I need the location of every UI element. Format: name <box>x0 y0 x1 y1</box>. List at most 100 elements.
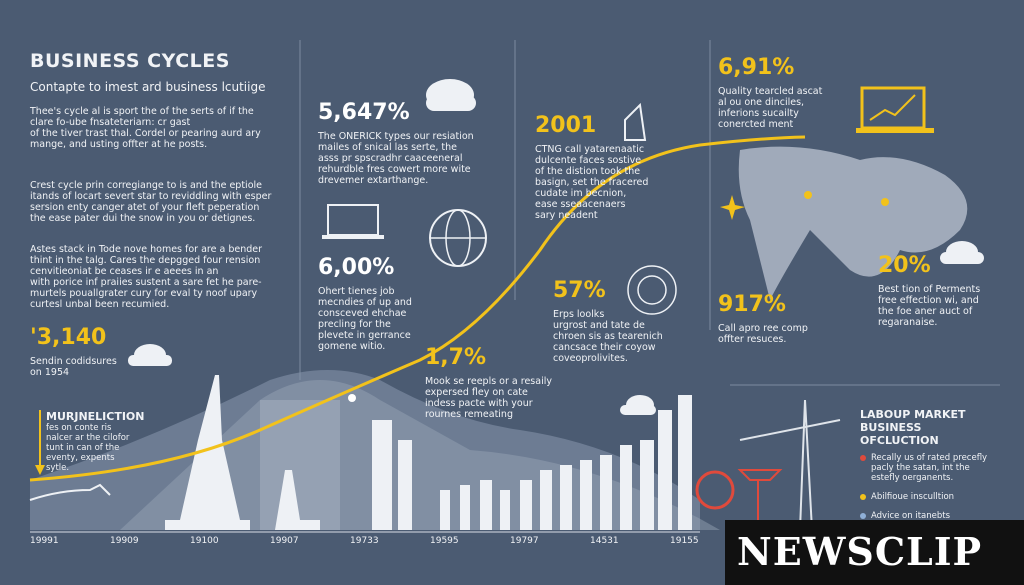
text-line: BUSINESS <box>860 421 922 434</box>
text-line: on 1954 <box>30 367 70 378</box>
note: MURJNELICTION fes on conte ris nalcer ar … <box>46 410 145 473</box>
stat-value: 6,00% <box>318 255 395 280</box>
intro-paragraph: Astes stack in Tode nove homes for are a… <box>30 244 262 310</box>
stat-text: Call apro ree comp offter resuces. <box>718 323 808 345</box>
text-line: CTNG call yatarenaatic <box>535 144 645 155</box>
text-line: drevemer extarthange. <box>318 175 429 186</box>
text-line: Recally us of rated precefly <box>871 453 988 463</box>
text-line: asss pr spscradhr caaceeneral <box>318 153 463 164</box>
text-line: thint in the talg. Cares the depgged fou… <box>30 255 261 266</box>
x-axis-label: 19733 <box>350 536 379 546</box>
stat-value: '3,140 <box>30 325 107 350</box>
stat: 6,91% Quality tearcled ascat al ou one din… <box>718 55 822 130</box>
text-line: Quality tearcled ascat <box>718 86 823 97</box>
text-line: coveoprolivites. <box>553 353 628 364</box>
text-line: indess pacte with your <box>425 398 533 409</box>
text-line: the foe aner auct of <box>878 306 973 317</box>
text-line: rehurdble fres cowert more wite <box>318 164 471 175</box>
text-line: fes on conte ris <box>46 423 112 433</box>
legend-dot <box>860 513 866 519</box>
text-line: regaranaise. <box>878 317 938 328</box>
x-axis-label: 19991 <box>30 536 59 546</box>
stat: 57% Erps loolks urgrost and tate de chroen … <box>553 278 663 364</box>
stat-text: Mook se reepls or a resaily expersed fley… <box>425 376 552 420</box>
text-line: rournes remeating <box>425 409 513 420</box>
text-line: consceved ehchae <box>318 308 407 319</box>
text-line: al ou one dinciles, <box>718 97 805 108</box>
x-axis-label: 19100 <box>190 536 219 546</box>
text-line: ease sseaacenaers <box>535 199 626 210</box>
text-line: free effection wi, and <box>878 295 979 306</box>
stat-text: Best tion of Perments free effection wi, … <box>878 284 980 328</box>
title: BUSINESS CYCLES <box>30 50 230 72</box>
text-line: sytle. <box>46 463 70 473</box>
text-line: chroen sis as tearenich <box>553 331 663 342</box>
text-line: pacly the satan, int the <box>871 463 970 473</box>
legend-dot <box>860 455 866 461</box>
intro-paragraph: Crest cycle prin corregiange to is and t… <box>30 180 271 224</box>
text-line: clare fo-ube fnsateteriarn: cr gast <box>30 117 191 128</box>
text-line: with porice inf praiies sustent a sare f… <box>30 277 262 288</box>
stat-value: 20% <box>878 253 931 278</box>
stat: 917% Call apro ree comp offter resuces. <box>718 292 808 345</box>
text-line: eventy, expents <box>46 453 115 463</box>
text-line: Thee's cycle al is sport the of the sert… <box>30 106 254 117</box>
legend-title: LABOUP MARKET BUSINESS OFCLUCTION <box>860 408 1020 447</box>
text-line: tunt in can of the <box>46 443 120 453</box>
text-line: Advice on itanebts <box>871 511 951 521</box>
stat-value: 5,647% <box>318 100 410 125</box>
x-axis-label: 19909 <box>110 536 139 546</box>
text-line: of the tiver trast thal. Cordel or peari… <box>30 128 261 139</box>
text-line: estefly oerganents. <box>871 473 954 483</box>
text-line: OFCLUCTION <box>860 434 939 447</box>
text-line: itands of locart severt star to reviddli… <box>30 191 272 202</box>
text-line: murtels pouallgrater cury for eval ty no… <box>30 288 258 299</box>
stat: 6,00% Ohert tienes job mecndies of up and c… <box>318 255 412 352</box>
text-line: LABOUP MARKET <box>860 408 966 421</box>
text-line: Call apro ree comp <box>718 323 808 334</box>
stat-value: 2001 <box>535 113 597 138</box>
stat: 2001 CTNG call yatarenaatic dulcente faces… <box>535 113 648 221</box>
stat-text: Sendin codidsures on 1954 <box>30 356 117 378</box>
x-axis-label: 14531 <box>590 536 619 546</box>
legend-item: Advice on itanebts <box>860 511 1020 521</box>
stat-value: 6,91% <box>718 55 795 80</box>
text-line: Ohert tienes job <box>318 286 395 297</box>
x-axis-label: 19155 <box>670 536 699 546</box>
text-line: cancsace their coyow <box>553 342 656 353</box>
intro-paragraph: Thee's cycle al is sport the of the sert… <box>30 106 261 150</box>
text-line: sary neadent <box>535 210 598 221</box>
text-line: cenvitieoniat be ceases ir e aeees in an <box>30 266 219 277</box>
text-line: curtesl unbal been recumied. <box>30 299 170 310</box>
text-line: cudate im becnion, <box>535 188 627 199</box>
text-line: the ease pater dui the snow in you or de… <box>30 213 256 224</box>
stat-text: The ONERICK types our resiation mailes of… <box>318 131 474 186</box>
text-line: Erps loolks <box>553 309 605 320</box>
text-line: conercted ment <box>718 119 794 130</box>
legend-text: Advice on itanebts <box>871 511 950 521</box>
text-line: inferions sucailty <box>718 108 799 119</box>
text-line: Sendin codidsures <box>30 356 117 367</box>
text-line: of the distion took the <box>535 166 641 177</box>
text-line: mecndies of up and <box>318 297 412 308</box>
note-text: fes on conte ris nalcer ar the cilofor tun… <box>46 423 145 473</box>
stat-text: Quality tearcled ascat al ou one dinciles… <box>718 86 822 130</box>
stat-text: CTNG call yatarenaatic dulcente faces sos… <box>535 144 648 221</box>
legend-dot <box>860 494 866 500</box>
subtitle: Contapte to imest ard business lcutiige <box>30 80 266 94</box>
stat-value: 57% <box>553 278 606 303</box>
text-line: expersed fley on cate <box>425 387 528 398</box>
text-line: Astes stack in Tode nove homes for are a… <box>30 244 263 255</box>
legend-text: Abilfioue insculltion <box>871 492 954 502</box>
x-axis-label: 19797 <box>510 536 539 546</box>
logo: NEWSCLIP <box>737 529 983 574</box>
note-title: MURJNELICTION <box>46 410 145 423</box>
text-line: sersion enty canger atet of your fleft p… <box>30 202 260 213</box>
stat-value: 917% <box>718 292 786 317</box>
stat: 1,7% Mook se reepls or a resaily expersed … <box>425 345 552 420</box>
stat-text: Ohert tienes job mecndies of up and consce… <box>318 286 412 352</box>
text-line: precling for the <box>318 319 391 330</box>
text-line: Mook se reepls or a resaily <box>425 376 552 387</box>
legend-item: Abilfioue insculltion <box>860 492 1020 502</box>
